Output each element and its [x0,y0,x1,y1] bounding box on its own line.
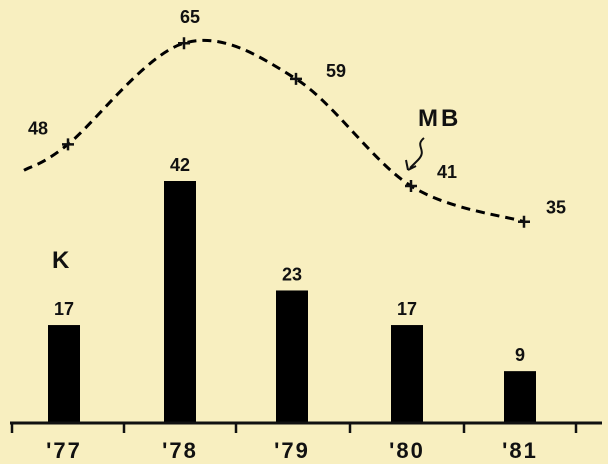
bar-value-label: 9 [515,345,525,365]
mb-value-label: 65 [180,7,200,27]
mb-point-marker [62,138,74,151]
bar-81 [504,371,536,423]
mb-point-marker [290,72,302,85]
bar-80 [391,325,423,423]
x-tick-label: '77 [46,438,82,463]
x-tick-label: '79 [274,438,310,463]
bar-value-label: 17 [397,299,417,319]
x-tick-label: '78 [162,438,198,463]
x-tick-label: '80 [389,438,425,463]
mb-point-marker [178,37,190,50]
mb-point-marker [518,215,530,228]
bars-layer: 17 42 23 17 9 [48,155,536,423]
bar-value-label: 23 [282,264,302,284]
axis-layer: '77 '78 '79 '80 '81 [10,421,602,463]
mb-pointer-arrow [409,137,425,169]
bar-value-label: 17 [54,299,74,319]
mb-point-marker [405,180,417,192]
bar-78 [164,181,196,423]
bar-77 [48,325,80,423]
mb-value-label: 59 [326,61,346,81]
mb-value-label: 41 [437,162,457,182]
mb-value-label: 48 [28,118,48,138]
bar-series-label: K [52,247,70,274]
bar-value-label: 42 [170,155,190,175]
line-layer: 48 65 59 41 35 [23,7,566,228]
bar-79 [276,290,308,423]
mb-pointer-arrowhead [405,159,417,171]
x-tick-label: '81 [502,438,538,463]
mb-value-label: 35 [546,198,566,218]
line-series-label: MB [418,105,461,132]
